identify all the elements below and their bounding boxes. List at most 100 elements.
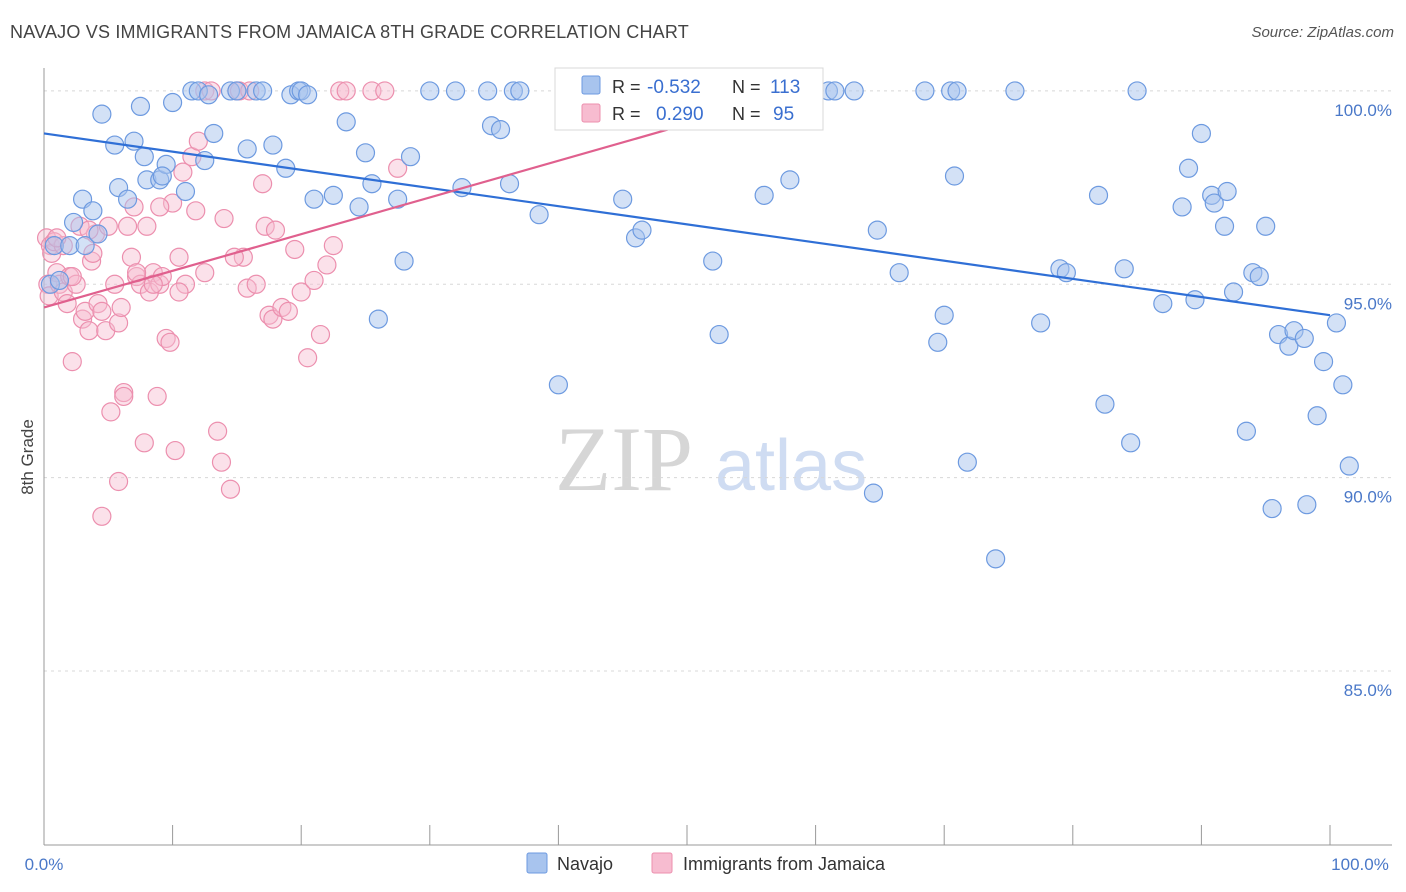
chart-title: NAVAJO VS IMMIGRANTS FROM JAMAICA 8TH GR…: [10, 22, 689, 42]
stats-navajo-n-label: N =: [732, 77, 761, 97]
y-tick-labels: 85.0% 90.0% 95.0% 100.0%: [1334, 101, 1392, 700]
navajo-point: [1326, 313, 1347, 333]
stats-jamaica-swatch: [581, 103, 601, 123]
jamaica-point: [175, 274, 196, 294]
navajo-point: [88, 224, 108, 244]
navajo-point: [1204, 193, 1224, 213]
jamaica-point: [246, 274, 266, 294]
navajo-point: [362, 174, 382, 194]
navajo-point: [703, 251, 723, 271]
navajo-point: [1121, 433, 1141, 453]
jamaica-point: [150, 197, 170, 217]
jamaica-points: [36, 81, 408, 526]
navajo-point: [1005, 81, 1025, 101]
navajo-point: [263, 135, 283, 155]
navajo-point: [1031, 313, 1051, 333]
jamaica-point: [388, 158, 408, 178]
navajo-point: [1214, 216, 1235, 236]
stats-jamaica-r-value: 0.290: [656, 104, 704, 125]
jamaica-point: [253, 174, 273, 194]
y-tick-label: 100.0%: [1334, 101, 1392, 120]
navajo-point: [400, 147, 421, 167]
jamaica-point: [304, 270, 324, 291]
navajo-point: [863, 483, 884, 503]
navajo-point: [253, 81, 273, 101]
navajo-point: [934, 305, 954, 325]
navajo-point: [117, 189, 138, 209]
navajo-point: [63, 212, 84, 233]
jamaica-point: [108, 313, 129, 333]
jamaica-point: [375, 81, 395, 101]
navajo-trend-line: [43, 132, 1331, 317]
navajo-point: [1313, 352, 1334, 372]
navajo-point: [1262, 498, 1282, 519]
jamaica-point: [323, 236, 343, 256]
navajo-point: [510, 81, 530, 101]
navajo-point: [947, 81, 967, 101]
navajo-point: [825, 81, 845, 101]
jamaica-point: [101, 402, 121, 422]
jamaica-point: [317, 255, 337, 275]
jamaica-point: [291, 282, 311, 302]
navajo-point: [394, 251, 414, 271]
legend-navajo-swatch: [526, 852, 548, 874]
navajo-point: [1185, 290, 1205, 310]
navajo-point: [420, 81, 440, 101]
jamaica-point: [79, 321, 99, 341]
jamaica-point: [255, 216, 275, 236]
jamaica-point: [137, 216, 157, 236]
navajo-point: [1088, 185, 1109, 205]
jamaica-point: [186, 201, 206, 221]
navajo-point: [75, 236, 95, 256]
jamaica-point: [195, 263, 215, 283]
navajo-point: [1307, 406, 1327, 426]
navajo-point: [1223, 282, 1244, 302]
navajo-point: [632, 220, 652, 240]
stats-jamaica-r-label: R =: [612, 104, 641, 124]
x-tick-label-max: 100.0%: [1331, 855, 1389, 874]
stats-jamaica-n-label: N =: [732, 104, 761, 124]
navajo-point: [709, 324, 729, 345]
jamaica-trend-line: [43, 128, 669, 309]
navajo-point: [613, 189, 633, 209]
watermark-zip: ZIP: [555, 408, 693, 510]
navajo-point: [1114, 259, 1134, 279]
jamaica-point: [211, 452, 232, 472]
jamaica-point: [330, 81, 350, 101]
navajo-point: [298, 85, 318, 105]
navajo-point: [1294, 328, 1314, 349]
navajo-point: [163, 92, 183, 113]
jamaica-point: [214, 208, 234, 229]
x-tick-label-min: 0.0%: [25, 855, 64, 874]
jamaica-point: [173, 162, 193, 182]
navajo-point: [237, 139, 257, 159]
navajo-point: [49, 270, 70, 291]
navajo-point: [844, 81, 864, 101]
jamaica-point: [72, 309, 93, 329]
navajo-point: [445, 81, 466, 101]
source-credit: Source: ZipAtlas.com: [1251, 24, 1394, 41]
navajo-point: [1249, 266, 1269, 287]
navajo-point: [1297, 495, 1317, 515]
jamaica-point: [105, 274, 125, 294]
y-tick-label: 90.0%: [1344, 488, 1392, 507]
navajo-point: [1095, 394, 1115, 414]
navajo-point: [780, 170, 800, 190]
navajo-point: [529, 205, 549, 225]
jamaica-point: [134, 433, 154, 453]
navajo-point: [355, 143, 376, 163]
navajo-point: [1178, 158, 1199, 178]
y-tick-label: 95.0%: [1344, 294, 1392, 313]
jamaica-point: [92, 301, 112, 321]
x-axis-ticks: [43, 825, 1331, 845]
jamaica-point: [169, 247, 189, 267]
navajo-point: [388, 189, 408, 209]
stats-navajo-r-label: R =: [612, 77, 641, 97]
jamaica-point: [147, 386, 167, 407]
jamaica-point: [265, 220, 286, 240]
legend: Navajo Immigrants from Jamaica: [526, 852, 886, 874]
navajo-point: [227, 81, 247, 101]
navajo-point: [349, 197, 369, 217]
stats-box: R = -0.532 N = 113 R = 0.290 N = 95: [554, 67, 824, 131]
stats-navajo-r-value: -0.532: [647, 77, 701, 98]
